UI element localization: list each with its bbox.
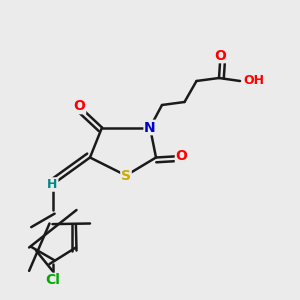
- Text: Cl: Cl: [45, 274, 60, 287]
- Text: N: N: [144, 121, 156, 134]
- Text: OH: OH: [243, 74, 264, 88]
- Text: S: S: [121, 169, 131, 182]
- Text: O: O: [176, 149, 188, 163]
- Text: O: O: [214, 49, 226, 62]
- Text: H: H: [47, 178, 58, 191]
- Text: O: O: [74, 100, 86, 113]
